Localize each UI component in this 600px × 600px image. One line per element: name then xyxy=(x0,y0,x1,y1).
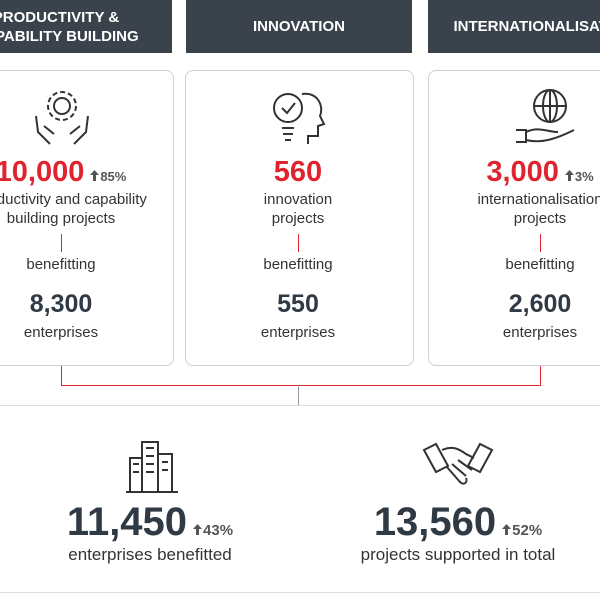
projects-value: 560 xyxy=(273,156,323,188)
connector xyxy=(61,385,541,386)
totals-panel xyxy=(0,405,600,593)
header-line: INTERNATIONALISATION xyxy=(453,18,600,35)
link-line xyxy=(540,234,541,252)
column-header: PRODUCTIVITY &CAPABILITY BUILDING xyxy=(0,0,172,53)
connector xyxy=(540,365,541,385)
up-arrow xyxy=(90,170,100,181)
description-line: productivity and capability xyxy=(0,191,147,208)
enterprises-label: enterprises xyxy=(23,324,99,341)
projects-row: 3,000 3% xyxy=(390,156,600,189)
growth: 85% xyxy=(90,169,126,184)
enterprises-label: enterprises xyxy=(502,324,578,341)
enterprises-label: enterprises xyxy=(260,324,336,341)
total-value: 13,560 xyxy=(373,500,497,544)
globe-hand-icon xyxy=(516,89,575,143)
connector xyxy=(61,365,62,385)
total-growth: 52% xyxy=(502,522,542,539)
enterprises-value: 2,600 xyxy=(508,290,572,318)
link-line xyxy=(61,234,62,252)
link-text: benefitting xyxy=(263,256,333,273)
total-growth: 43% xyxy=(193,522,233,539)
total-label: enterprises benefitted xyxy=(68,545,232,564)
up-arrow xyxy=(564,170,574,181)
projects-row: 10,000 85% xyxy=(0,156,211,189)
connector xyxy=(298,385,299,405)
up-arrow xyxy=(502,524,512,535)
description-line: projects xyxy=(271,210,325,227)
total-row: 13,560 52% xyxy=(298,500,600,545)
description: innovation projects xyxy=(148,190,448,228)
total-value: 11,450 xyxy=(66,500,188,544)
total-row: 11,450 43% xyxy=(0,500,310,545)
projects-value: 3,000 xyxy=(486,156,559,188)
enterprises-value: 550 xyxy=(277,290,319,318)
column-header: INNOVATION xyxy=(186,0,412,53)
description: productivity and capability building proj… xyxy=(0,190,211,228)
innovation-icon xyxy=(273,92,326,144)
card xyxy=(185,70,414,366)
handshake-icon xyxy=(422,442,494,485)
buildings-icon xyxy=(126,441,178,493)
growth-value: 85% xyxy=(100,169,127,184)
header-line: CAPABILITY BUILDING xyxy=(0,27,139,45)
up-arrow xyxy=(193,524,203,535)
link-text: benefitting xyxy=(505,256,575,273)
description-line: projects xyxy=(513,210,567,227)
enterprises-value: 8,300 xyxy=(29,290,93,318)
card xyxy=(428,70,600,366)
link-line xyxy=(298,234,299,252)
header-line: INNOVATION xyxy=(253,18,345,35)
growth-value: 3% xyxy=(574,169,594,184)
description-line: internationalisation xyxy=(477,191,600,208)
header-line: PRODUCTIVITY & xyxy=(0,8,120,26)
gear-hands-icon xyxy=(35,91,89,145)
projects-row: 560 xyxy=(148,156,448,189)
column-header: INTERNATIONALISATION xyxy=(428,0,600,53)
growth: 3% xyxy=(564,169,594,184)
link-text: benefitting xyxy=(26,256,96,273)
projects-value: 10,000 xyxy=(0,156,85,188)
total-label: projects supported in total xyxy=(360,545,556,564)
growth-value: 43% xyxy=(203,522,234,539)
description: internationalisation projects xyxy=(390,190,600,228)
description-line: building projects xyxy=(6,210,116,227)
description-line: innovation xyxy=(263,191,333,208)
growth-value: 52% xyxy=(512,522,543,539)
